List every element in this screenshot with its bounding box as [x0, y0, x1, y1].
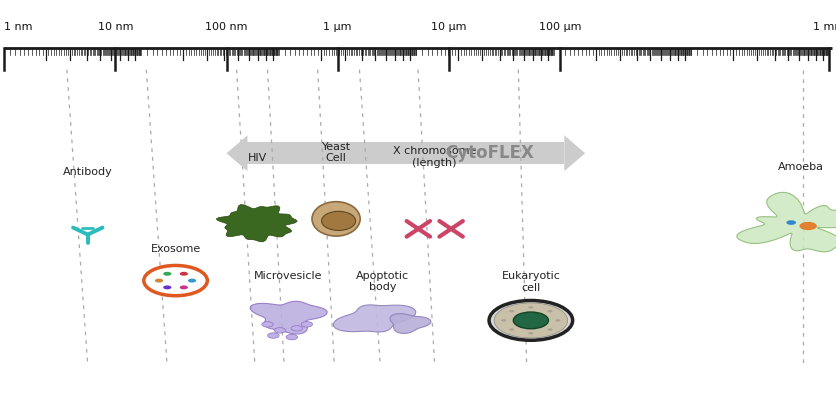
Text: 10 μm: 10 μm [431, 22, 466, 32]
Polygon shape [564, 135, 585, 171]
Circle shape [144, 265, 207, 296]
Circle shape [291, 326, 303, 331]
Text: Microvesicle: Microvesicle [254, 271, 323, 281]
Circle shape [286, 334, 298, 340]
Text: HIV: HIV [247, 153, 268, 163]
Circle shape [188, 279, 196, 283]
Circle shape [555, 319, 560, 322]
Circle shape [528, 332, 533, 334]
Circle shape [301, 322, 313, 327]
Circle shape [274, 328, 286, 333]
Circle shape [799, 222, 817, 230]
FancyBboxPatch shape [247, 142, 564, 164]
Polygon shape [737, 192, 836, 252]
Circle shape [502, 319, 507, 322]
Text: 1 μm: 1 μm [324, 22, 352, 32]
Text: 100 nm: 100 nm [206, 22, 247, 32]
Text: Antibody: Antibody [63, 167, 113, 177]
Circle shape [528, 306, 533, 309]
Text: 1 nm: 1 nm [4, 22, 33, 32]
Polygon shape [217, 205, 298, 242]
Text: Exosome: Exosome [150, 244, 201, 254]
Polygon shape [250, 301, 327, 334]
Circle shape [548, 328, 553, 331]
Text: Amoeba: Amoeba [777, 162, 824, 172]
Circle shape [509, 328, 514, 331]
Circle shape [509, 310, 514, 312]
Circle shape [180, 272, 188, 276]
Text: X chromosome
(length): X chromosome (length) [393, 146, 477, 168]
Circle shape [262, 322, 273, 327]
Text: 10 nm: 10 nm [98, 22, 133, 32]
Ellipse shape [322, 211, 355, 230]
Polygon shape [390, 314, 431, 334]
Circle shape [180, 285, 188, 289]
Ellipse shape [312, 202, 360, 236]
Circle shape [155, 279, 163, 283]
Text: 1 mm: 1 mm [813, 22, 836, 32]
Circle shape [163, 272, 171, 276]
Circle shape [489, 300, 573, 340]
Text: Yeast
Cell: Yeast Cell [322, 142, 350, 163]
Polygon shape [227, 135, 247, 171]
Circle shape [494, 303, 568, 338]
Circle shape [163, 285, 171, 289]
Circle shape [513, 312, 548, 329]
Circle shape [787, 220, 796, 225]
Polygon shape [334, 305, 415, 332]
Text: 100 μm: 100 μm [539, 22, 581, 32]
Text: CytoFLEX: CytoFLEX [445, 144, 534, 162]
Text: Eukaryotic
cell: Eukaryotic cell [502, 271, 560, 293]
Text: Apoptotic
body: Apoptotic body [356, 271, 410, 292]
Circle shape [268, 333, 279, 338]
Circle shape [548, 310, 553, 312]
